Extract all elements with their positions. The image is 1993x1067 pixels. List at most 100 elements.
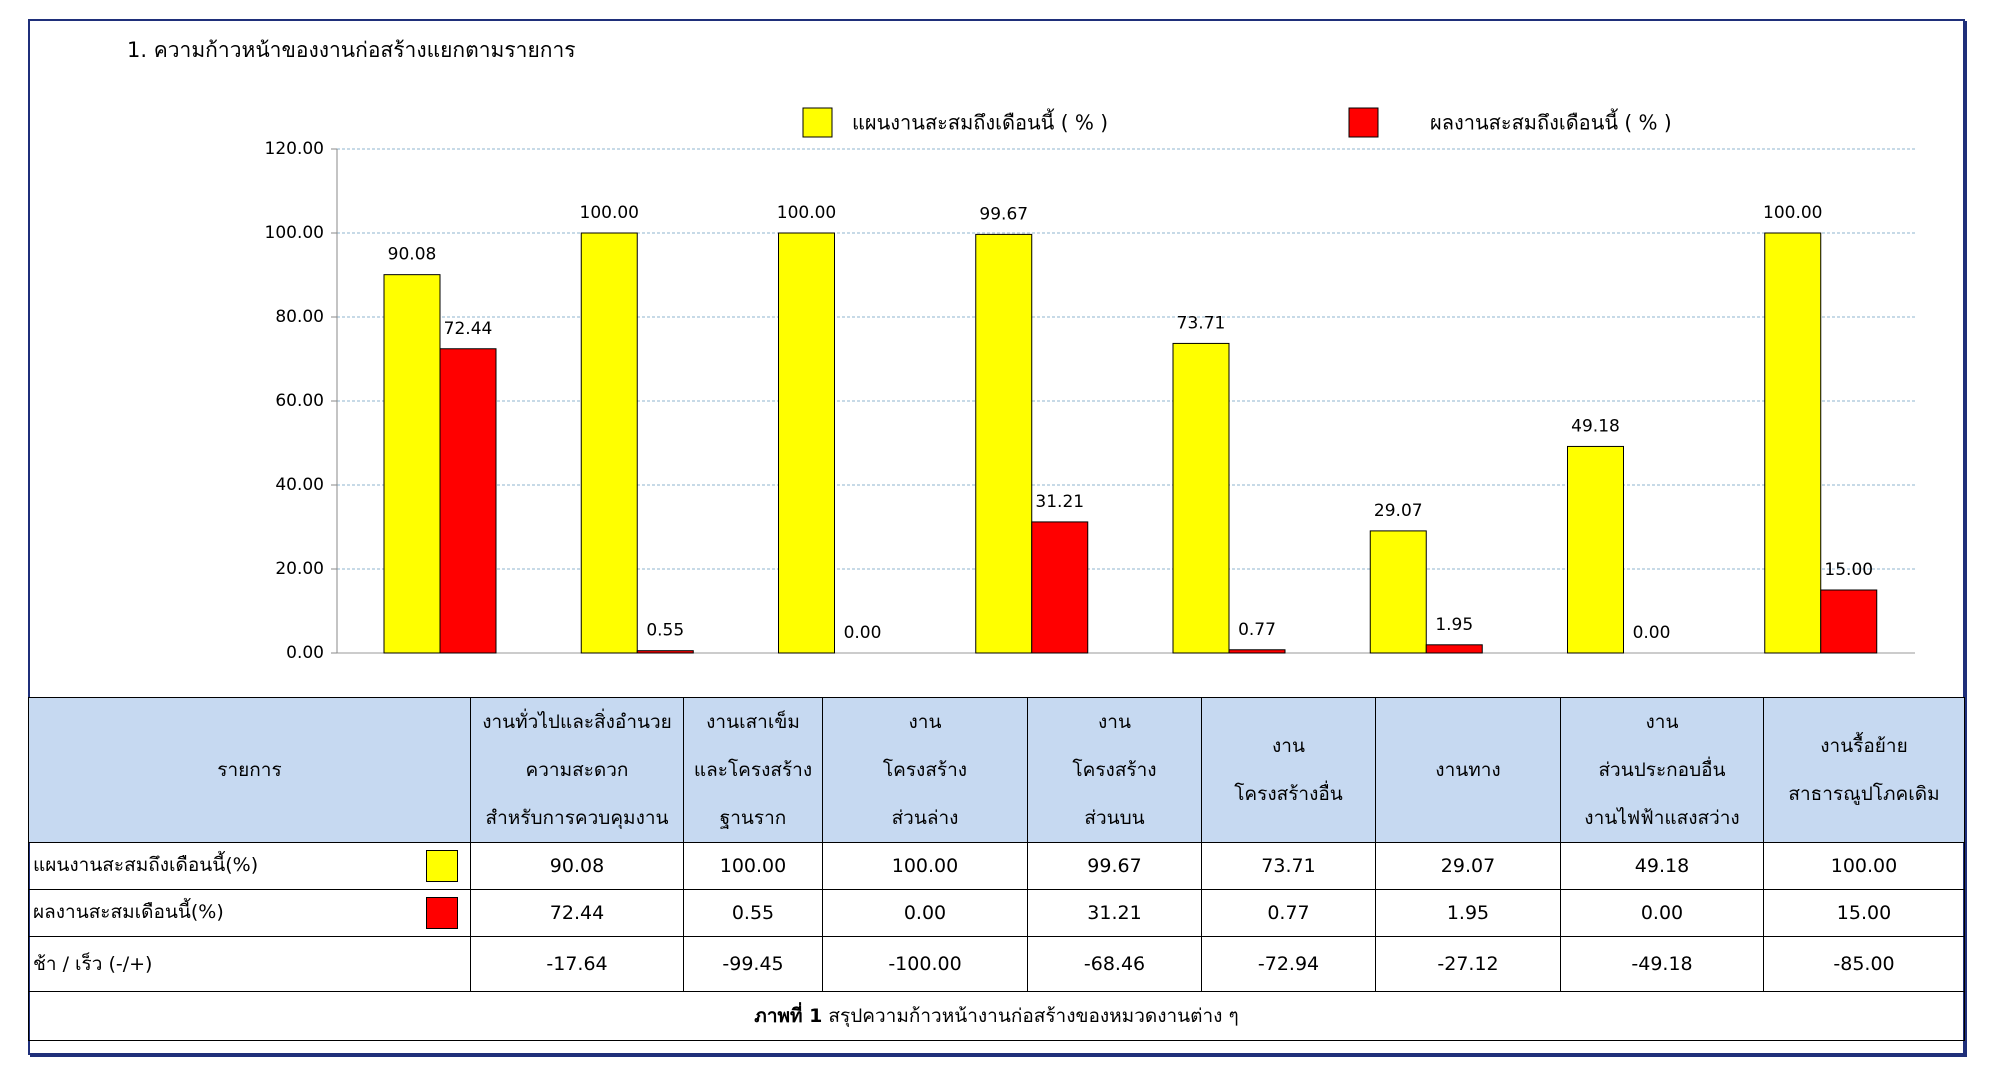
value-label: 0.77	[1238, 620, 1276, 640]
header-line: สาธารณูปโภคเดิม	[1788, 783, 1940, 805]
table-cell: 31.21	[1027, 889, 1202, 937]
header-cell: งานรื้อย้ายสาธารณูปโภคเดิม	[1763, 697, 1965, 843]
value-label: 0.00	[1633, 623, 1671, 643]
value-label: 90.08	[388, 245, 437, 265]
table-cell: 73.71	[1201, 842, 1376, 890]
bar	[1172, 342, 1230, 654]
legend-swatch	[802, 107, 833, 138]
table-cell: 100.00	[822, 842, 1028, 890]
header-line: งาน	[1098, 711, 1131, 733]
table-cell: 0.00	[822, 889, 1028, 937]
table-cell: -100.00	[822, 936, 1028, 992]
table-cell: 100.00	[1763, 842, 1965, 890]
table-cell: 72.44	[470, 889, 684, 937]
header-line: สำหรับการควบคุมงาน	[485, 807, 669, 829]
header-line: โครงสร้างอื่น	[1234, 783, 1343, 805]
table-cell: 99.67	[1027, 842, 1202, 890]
table-row: ผลงานสะสมเดือนนี้(%) 72.44 0.55 0.00 31.21 0.…	[28, 889, 1965, 937]
value-label: 49.18	[1571, 416, 1620, 436]
table-cell: 0.00	[1560, 889, 1764, 937]
header-line: รายการ	[217, 759, 282, 781]
bar	[1369, 530, 1427, 654]
caption: ภาพที่ 1 สรุปความก้าวหน้างานก่อสร้างของห…	[28, 991, 1965, 1041]
header-line: งาน	[1272, 735, 1305, 757]
bar	[1425, 644, 1483, 654]
table-row: ช้า / เร็ว (-/+) -17.64 -99.45 -100.00 -68.4…	[28, 936, 1965, 992]
value-label: 100.00	[1763, 203, 1822, 223]
header-line: ความสะดวก	[525, 759, 629, 781]
table-cell: -27.12	[1375, 936, 1561, 992]
table-cell: 49.18	[1560, 842, 1764, 890]
y-tick-label: 20.00	[275, 559, 324, 579]
table-cell: 15.00	[1763, 889, 1965, 937]
chart: 1. ความก้าวหน้าของงานก่อสร้างแยกตามรายกา…	[127, 38, 1915, 663]
bar	[975, 233, 1033, 654]
bar	[1228, 649, 1286, 654]
value-label: 73.71	[1177, 313, 1226, 333]
bar	[778, 232, 835, 654]
y-tick-label: 120.00	[265, 139, 324, 159]
table-cell: -49.18	[1560, 936, 1764, 992]
header-cell: งานทาง	[1375, 697, 1561, 843]
y-tick-label: 100.00	[265, 223, 324, 243]
header-line: งานทั่วไปและสิ่งอำนวย	[482, 711, 672, 733]
bar	[580, 232, 638, 654]
value-label: 29.07	[1374, 501, 1423, 521]
header-cell: งานส่วนประกอบอื่นงานไฟฟ้าแสงสว่าง	[1560, 697, 1764, 843]
chart-title: 1. ความก้าวหน้าของงานก่อสร้างแยกตามรายกา…	[127, 38, 576, 62]
table-cell: ช้า / เร็ว (-/+)	[28, 936, 471, 992]
header-line: ส่วนบน	[1084, 807, 1145, 829]
value-label: 100.00	[580, 203, 639, 223]
bar	[1764, 232, 1822, 654]
header-line: งานทาง	[1435, 759, 1501, 781]
table-cell: 90.08	[470, 842, 684, 890]
header-line: งาน	[908, 711, 942, 733]
table-cell: แผนงานสะสมถึงเดือนนี้(%)	[28, 842, 471, 890]
header-line: โครงสร้าง	[882, 759, 968, 781]
table-cell: ผลงานสะสมเดือนนี้(%)	[28, 889, 471, 937]
y-tick-label: 80.00	[275, 307, 324, 327]
table-cell: 1.95	[1375, 889, 1561, 937]
legend-label: แผนงานสะสมถึงเดือนนี้ ( % )	[852, 109, 1108, 135]
legend-swatch	[1348, 107, 1379, 138]
legend-swatch	[426, 850, 458, 882]
bar	[439, 348, 497, 654]
header-line: และโครงสร้าง	[693, 759, 813, 781]
y-tick-label: 0.00	[286, 643, 324, 663]
header-cell: งานทั่วไปและสิ่งอำนวยความสะดวกสำหรับการค…	[470, 697, 684, 843]
bar	[1567, 445, 1624, 654]
header-cell: งานโครงสร้างส่วนล่าง	[822, 697, 1028, 843]
table-row: แผนงานสะสมถึงเดือนนี้(%) 90.08 100.00 100.0…	[28, 842, 1965, 890]
table-cell: 0.55	[683, 889, 823, 937]
table-cell: 0.77	[1201, 889, 1376, 937]
bar	[383, 274, 441, 654]
bar	[1031, 521, 1089, 654]
header-line: งาน	[1645, 711, 1679, 733]
value-label: 72.44	[444, 319, 493, 339]
caption-text: สรุปความก้าวหน้างานก่อสร้างของหมวดงานต่า…	[828, 1005, 1239, 1027]
header-cell: งานโครงสร้างอื่น	[1201, 697, 1376, 843]
frame	[28, 19, 1965, 1055]
header-cell: งานโครงสร้างส่วนบน	[1027, 697, 1202, 843]
legend-swatch	[426, 897, 458, 929]
bar	[1820, 589, 1878, 654]
value-label: 0.00	[844, 623, 882, 643]
table-cell: 100.00	[683, 842, 823, 890]
header-line: ส่วนล่าง	[891, 807, 959, 829]
table-cell: -72.94	[1201, 936, 1376, 992]
caption-row: ภาพที่ 1 สรุปความก้าวหน้างานก่อสร้างของห…	[28, 991, 1965, 1041]
header-cell: งานเสาเข็ม และโครงสร้าง ฐานราก	[683, 697, 823, 843]
header-line: งานรื้อย้าย	[1820, 735, 1908, 757]
value-label: 15.00	[1824, 560, 1873, 580]
value-label: 99.67	[979, 204, 1028, 224]
header-line: โครงสร้าง	[1072, 759, 1157, 781]
table-cell: -99.45	[683, 936, 823, 992]
value-label: 100.00	[777, 203, 836, 223]
legend-label: ผลงานสะสมถึงเดือนนี้ ( % )	[1430, 109, 1672, 135]
header-line: งานไฟฟ้าแสงสว่าง	[1584, 807, 1740, 829]
y-tick-label: 40.00	[275, 475, 324, 495]
caption-label: ภาพที่ 1	[754, 1005, 823, 1027]
table-cell: 29.07	[1375, 842, 1561, 890]
value-label: 31.21	[1035, 492, 1084, 512]
header-line: ส่วนประกอบอื่น	[1598, 759, 1726, 781]
